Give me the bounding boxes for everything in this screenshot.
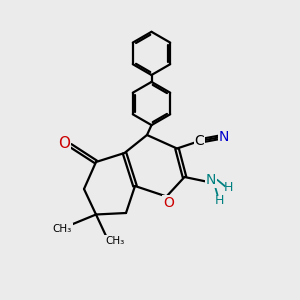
Text: CH₃: CH₃: [105, 236, 124, 246]
Text: H: H: [214, 194, 224, 207]
Text: O: O: [163, 196, 174, 210]
Text: CH₃: CH₃: [52, 224, 72, 234]
Text: O: O: [58, 136, 70, 152]
Text: N: N: [206, 173, 216, 187]
Text: N: N: [219, 130, 229, 144]
Text: C: C: [195, 134, 204, 148]
Text: H: H: [224, 181, 233, 194]
